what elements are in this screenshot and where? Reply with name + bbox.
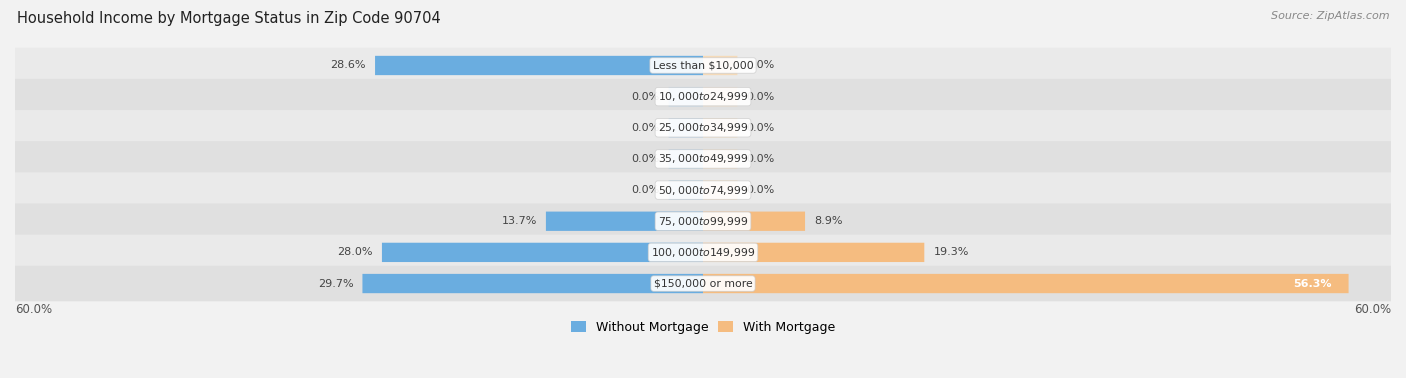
FancyBboxPatch shape — [1, 203, 1405, 239]
Text: 60.0%: 60.0% — [1354, 303, 1391, 316]
Text: Source: ZipAtlas.com: Source: ZipAtlas.com — [1271, 11, 1389, 21]
Text: 0.0%: 0.0% — [631, 154, 659, 164]
FancyBboxPatch shape — [546, 212, 703, 231]
Text: 0.0%: 0.0% — [747, 185, 775, 195]
FancyBboxPatch shape — [703, 87, 737, 106]
Text: $100,000 to $149,999: $100,000 to $149,999 — [651, 246, 755, 259]
FancyBboxPatch shape — [703, 243, 924, 262]
FancyBboxPatch shape — [703, 212, 806, 231]
Text: $10,000 to $24,999: $10,000 to $24,999 — [658, 90, 748, 103]
Text: Less than $10,000: Less than $10,000 — [652, 60, 754, 70]
FancyBboxPatch shape — [1, 235, 1405, 270]
FancyBboxPatch shape — [1, 79, 1405, 115]
Text: 56.3%: 56.3% — [1294, 279, 1331, 288]
Text: $50,000 to $74,999: $50,000 to $74,999 — [658, 184, 748, 197]
FancyBboxPatch shape — [703, 56, 737, 75]
FancyBboxPatch shape — [382, 243, 703, 262]
Text: $35,000 to $49,999: $35,000 to $49,999 — [658, 152, 748, 166]
Text: 13.7%: 13.7% — [502, 216, 537, 226]
Text: 0.0%: 0.0% — [631, 91, 659, 102]
FancyBboxPatch shape — [669, 118, 703, 138]
FancyBboxPatch shape — [703, 180, 737, 200]
Text: 0.0%: 0.0% — [631, 123, 659, 133]
FancyBboxPatch shape — [363, 274, 703, 293]
Text: 0.0%: 0.0% — [747, 123, 775, 133]
FancyBboxPatch shape — [703, 118, 737, 138]
Text: $150,000 or more: $150,000 or more — [654, 279, 752, 288]
FancyBboxPatch shape — [375, 56, 703, 75]
FancyBboxPatch shape — [1, 48, 1405, 83]
Text: 0.0%: 0.0% — [747, 91, 775, 102]
Text: 8.9%: 8.9% — [814, 216, 842, 226]
FancyBboxPatch shape — [703, 274, 1348, 293]
FancyBboxPatch shape — [669, 87, 703, 106]
FancyBboxPatch shape — [1, 141, 1405, 177]
FancyBboxPatch shape — [669, 180, 703, 200]
Text: 28.0%: 28.0% — [337, 247, 373, 257]
FancyBboxPatch shape — [1, 110, 1405, 146]
Text: $75,000 to $99,999: $75,000 to $99,999 — [658, 215, 748, 228]
FancyBboxPatch shape — [669, 149, 703, 169]
Text: Household Income by Mortgage Status in Zip Code 90704: Household Income by Mortgage Status in Z… — [17, 11, 440, 26]
Text: 0.0%: 0.0% — [631, 185, 659, 195]
FancyBboxPatch shape — [1, 266, 1405, 301]
FancyBboxPatch shape — [1, 172, 1405, 208]
Text: 29.7%: 29.7% — [318, 279, 353, 288]
Text: 28.6%: 28.6% — [330, 60, 366, 70]
Text: 60.0%: 60.0% — [15, 303, 52, 316]
Legend: Without Mortgage, With Mortgage: Without Mortgage, With Mortgage — [565, 316, 841, 339]
Text: 0.0%: 0.0% — [747, 60, 775, 70]
Text: $25,000 to $34,999: $25,000 to $34,999 — [658, 121, 748, 134]
Text: 0.0%: 0.0% — [747, 154, 775, 164]
FancyBboxPatch shape — [703, 149, 737, 169]
Text: 19.3%: 19.3% — [934, 247, 969, 257]
